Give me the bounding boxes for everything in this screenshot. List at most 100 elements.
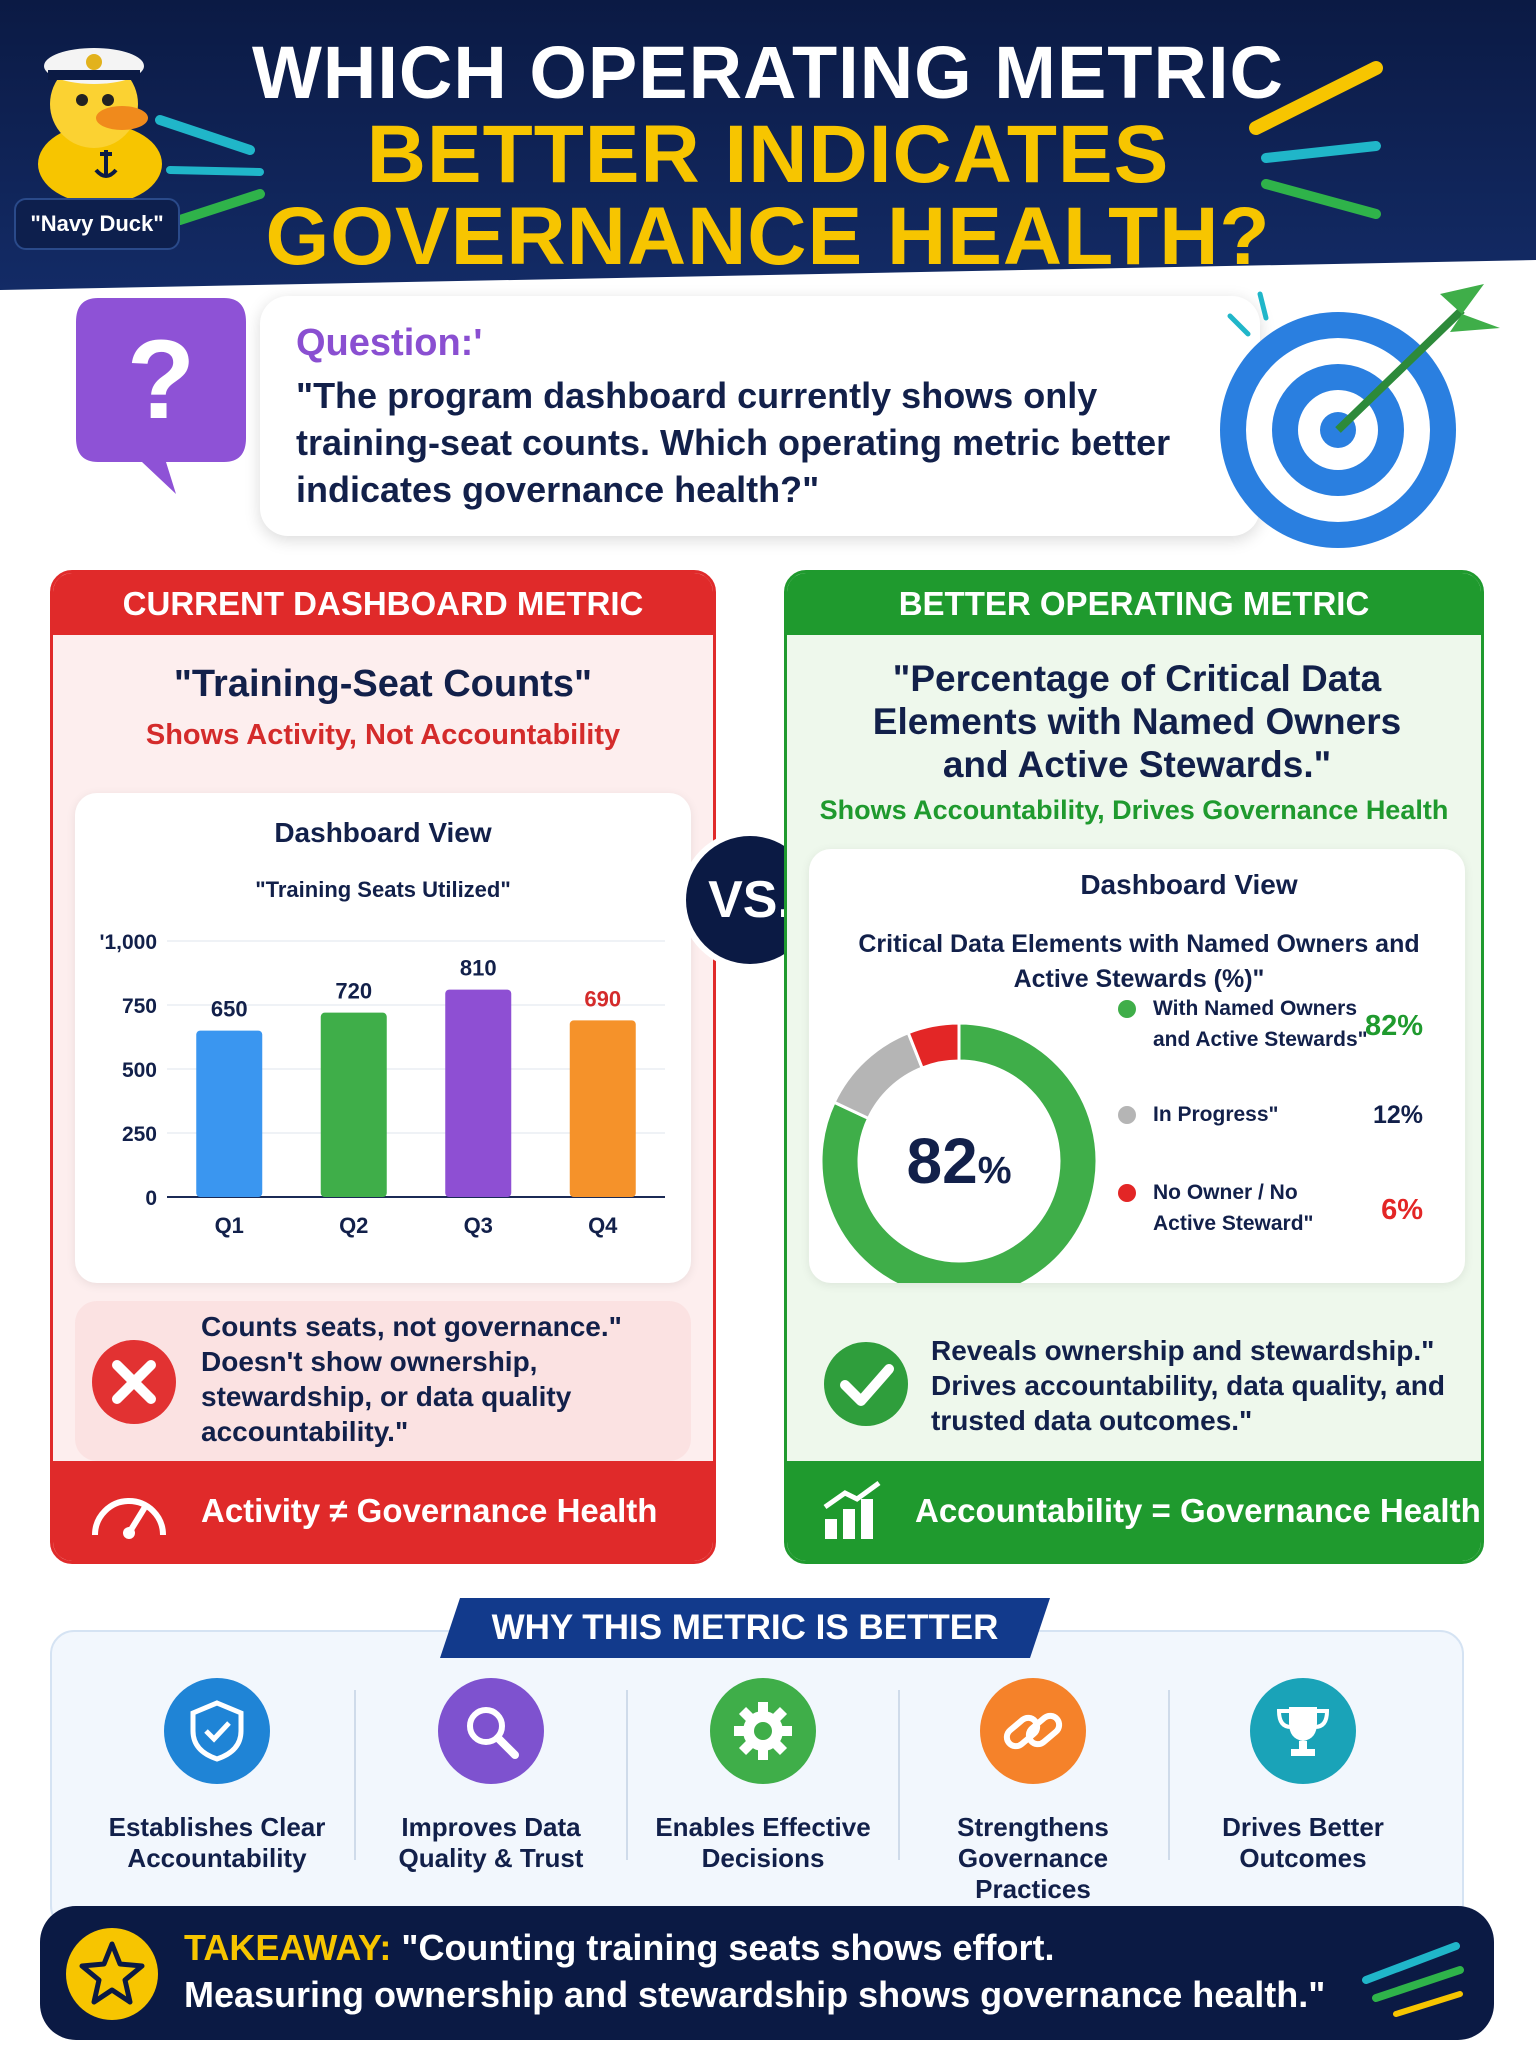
current-metric-note-card xyxy=(75,1301,691,1461)
benefit-data-quality: Improves Data Quality & Trust xyxy=(356,1678,626,1874)
bar-chart: 0 250 500 750 '1,000 650 Q1 720 Q2 810 Q3 690 Q4 xyxy=(99,931,665,1238)
legend-label: In Progress" xyxy=(1153,1103,1279,1126)
title-line-3: GOVERNANCE HEALTH? xyxy=(265,191,1271,282)
speedometer-icon xyxy=(92,1498,166,1539)
better-metric-subtitle: Shows Accountability, Drives Governance … xyxy=(819,795,1449,825)
trophy-icon xyxy=(1250,1678,1356,1784)
donut-chart-card: Dashboard View Critical Data Elements wi… xyxy=(809,849,1465,1283)
x-tick-label: Q2 xyxy=(339,1213,368,1238)
takeaway-line-2: Measuring ownership and stewardship show… xyxy=(184,1974,1326,2015)
current-metric-footer-text: Activity ≠ Governance Health xyxy=(201,1492,658,1529)
y-tick-label: '1,000 xyxy=(99,931,157,954)
question-card xyxy=(260,296,1260,536)
legend-value: 6% xyxy=(1381,1194,1423,1226)
header-banner xyxy=(0,0,1536,290)
takeaway-label: TAKEAWAY: xyxy=(184,1927,392,1968)
question-label: Question:' xyxy=(296,322,483,364)
why-divider xyxy=(626,1690,628,1860)
x-tick-label: Q1 xyxy=(215,1213,244,1238)
target-icon xyxy=(1220,284,1500,548)
right-dashboard-title: Dashboard View xyxy=(1080,869,1298,900)
takeaway-banner xyxy=(40,1906,1494,2040)
legend-dot xyxy=(1118,1184,1136,1202)
y-tick-label: 250 xyxy=(122,1123,157,1146)
bar xyxy=(196,1030,263,1197)
donut-chart: 82% With Named Owners and Active Stewards"… xyxy=(819,997,1423,1283)
y-tick-label: 750 xyxy=(122,995,157,1018)
better-metric-note: Reveals ownership and stewardship." Driv… xyxy=(931,1335,1445,1436)
better-metric-footer: Accountability = Governance Health xyxy=(787,1461,1481,1561)
current-metric-name: "Training-Seat Counts" xyxy=(173,663,593,705)
x-tick-label: Q3 xyxy=(464,1213,493,1238)
burst-lines-left xyxy=(155,115,265,225)
benefit-label: Enables Effective Decisions xyxy=(655,1812,871,1873)
benefit-label: Establishes Clear Accountability xyxy=(108,1812,326,1873)
question-text: "The program dashboard currently shows o… xyxy=(296,375,1171,510)
y-tick-label: 500 xyxy=(122,1059,157,1082)
donut-chart-title: Critical Data Elements with Named Owners… xyxy=(858,930,1420,993)
check-mark-icon xyxy=(824,1342,908,1426)
donut-slice xyxy=(832,1030,925,1121)
takeaway-text: TAKEAWAY: "Counting training seats shows… xyxy=(184,1924,1325,2018)
current-metric-note: Counts seats, not governance." Doesn't s… xyxy=(201,1311,622,1447)
bar-value-label: 810 xyxy=(460,956,497,981)
current-metric-panel: CURRENT DASHBOARD METRIC "Training-Seat … xyxy=(50,570,716,1564)
bar xyxy=(445,989,512,1197)
legend-label: No Owner / No xyxy=(1153,1181,1298,1204)
takeaway-swoosh xyxy=(1362,1942,1464,2017)
bar-value-label: 720 xyxy=(335,979,372,1004)
benefit-label: Improves Data Quality & Trust xyxy=(398,1812,584,1873)
bar xyxy=(320,1012,387,1197)
why-divider xyxy=(354,1690,356,1860)
legend-value: 82% xyxy=(1365,1010,1423,1042)
donut-slice xyxy=(819,1021,1099,1283)
mascot-label: "Navy Duck" xyxy=(14,198,180,250)
bar-value-label: 650 xyxy=(211,997,248,1022)
better-metric-footer-text: Accountability = Governance Health xyxy=(915,1492,1481,1529)
bar xyxy=(569,1020,636,1197)
better-metric-panel: BETTER OPERATING METRIC "Percentage of C… xyxy=(784,570,1484,1564)
current-metric-subtitle: Shows Activity, Not Accountability xyxy=(145,719,621,751)
burst-lines-right xyxy=(1249,61,1383,219)
legend-dot xyxy=(1118,1106,1136,1124)
question-mark-icon: ? xyxy=(76,298,246,494)
left-dashboard-title: Dashboard View xyxy=(274,817,492,848)
magnifier-icon xyxy=(438,1678,544,1784)
legend-value: 12% xyxy=(1373,1101,1423,1129)
legend-label: Active Steward" xyxy=(1153,1212,1314,1235)
svg-text:?: ? xyxy=(127,317,195,442)
why-divider xyxy=(1168,1690,1170,1860)
donut-center-value: 82% xyxy=(907,1125,1012,1197)
benefit-label: Drives Better Outcomes xyxy=(1222,1812,1384,1873)
current-metric-footer: Activity ≠ Governance Health xyxy=(53,1461,713,1561)
benefit-decisions: Enables Effective Decisions xyxy=(628,1678,898,1874)
star-icon xyxy=(66,1928,158,2020)
shield-check-icon xyxy=(164,1678,270,1784)
why-divider xyxy=(898,1690,900,1860)
growth-chart-icon xyxy=(823,1480,881,1539)
title-line-2: BETTER INDICATES xyxy=(366,109,1170,200)
bar-chart-card: Dashboard View "Training Seats Utilized"… xyxy=(75,793,691,1283)
better-metric-header: BETTER OPERATING METRIC xyxy=(787,573,1481,635)
benefit-label: Strengthens Governance Practices xyxy=(957,1812,1109,1904)
x-mark-icon xyxy=(92,1340,176,1424)
title-line-1: WHICH OPERATING METRIC xyxy=(252,31,1284,114)
legend-dot xyxy=(1118,1000,1136,1018)
bar-chart-title: "Training Seats Utilized" xyxy=(255,877,511,902)
chain-link-icon xyxy=(980,1678,1086,1784)
x-tick-label: Q4 xyxy=(588,1213,618,1238)
legend-label: With Named Owners xyxy=(1153,997,1357,1020)
donut-slice xyxy=(906,1021,961,1070)
legend-label: and Active Stewards" xyxy=(1153,1028,1368,1051)
y-tick-label: 0 xyxy=(145,1187,157,1210)
gear-icon xyxy=(710,1678,816,1784)
current-metric-header: CURRENT DASHBOARD METRIC xyxy=(53,573,713,635)
navy-duck-mascot xyxy=(38,48,162,204)
benefit-governance: Strengthens Governance Practices xyxy=(898,1678,1168,1905)
benefit-outcomes: Drives Better Outcomes xyxy=(1168,1678,1438,1874)
takeaway-line-1: "Counting training seats shows effort. xyxy=(401,1927,1055,1968)
why-banner: WHY THIS METRIC IS BETTER xyxy=(440,1598,1050,1658)
benefit-accountability: Establishes Clear Accountability xyxy=(82,1678,352,1874)
better-metric-name: "Percentage of Critical Data Elements wi… xyxy=(872,658,1402,785)
bar-value-label: 690 xyxy=(584,986,621,1011)
